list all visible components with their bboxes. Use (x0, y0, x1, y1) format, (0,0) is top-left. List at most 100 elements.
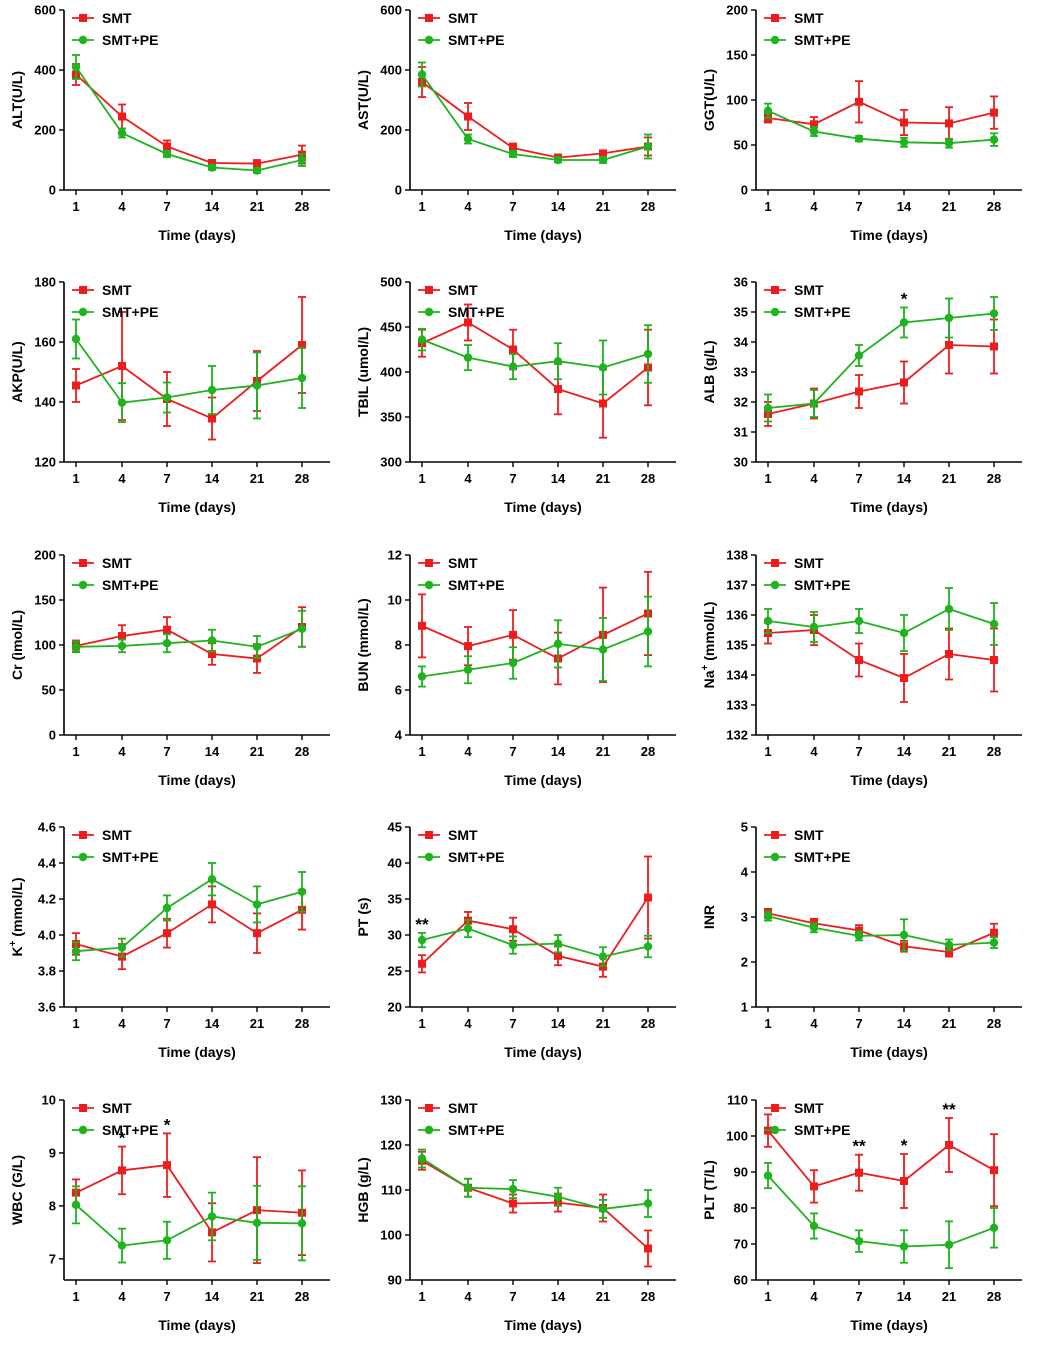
legend-label: SMT+PE (448, 304, 504, 320)
data-point-smt (810, 1182, 818, 1191)
legend-marker (425, 1104, 433, 1112)
y-tick-label: 200 (726, 3, 748, 18)
data-point-smt-pe (854, 931, 864, 941)
data-point-smt (118, 632, 126, 640)
chart-panel-pt-s: 20 25 30 35 40 45 1 4 7 14 21 28 Time (days) PT (s) **… (346, 817, 691, 1092)
legend-item-smt-pe: SMT+PE (418, 577, 504, 593)
y-tick-label: 100 (380, 1228, 402, 1243)
y-axis-title: WBC (G/L) (9, 1155, 25, 1225)
x-tick-label: 4 (118, 1016, 126, 1031)
series-line-smt-pe (767, 312, 995, 409)
x-axis-title: Time (days) (850, 227, 928, 243)
x-tick-label: 1 (764, 1016, 771, 1031)
data-point-smt (990, 656, 998, 664)
legend-marker (425, 14, 433, 22)
y-tick-label: 100 (34, 638, 56, 653)
data-point-smt-pe (417, 335, 427, 344)
legend-item-smt-pe: SMT+PE (418, 32, 504, 48)
y-tick-label: 110 (381, 1183, 402, 1198)
data-point-smt-pe (162, 393, 172, 402)
data-point-smt-pe (297, 155, 307, 165)
data-point-smt-pe (508, 149, 518, 159)
x-tick-label: 7 (163, 1016, 170, 1031)
x-tick-label: 21 (250, 1016, 264, 1031)
series-line-smt (75, 344, 303, 420)
legend-item-smt-pe: SMT+PE (72, 577, 158, 593)
y-tick-label: 10 (42, 1093, 56, 1108)
significance-mark: ** (415, 915, 429, 934)
x-axis-title: Time (days) (158, 1044, 236, 1060)
y-tick-label: 0 (49, 183, 56, 198)
data-point-smt-pe (162, 639, 172, 648)
x-axis-title: Time (days) (158, 227, 236, 243)
legend-item-smt-pe: SMT+PE (764, 1122, 850, 1138)
y-tick-label: 0 (49, 728, 56, 743)
y-tick-label: 450 (380, 320, 402, 335)
y-tick-label: 70 (734, 1237, 748, 1252)
legend-item-smt: SMT (72, 10, 132, 26)
x-tick-label: 4 (810, 471, 818, 486)
x-tick-label: 14 (551, 471, 566, 486)
x-tick-label: 21 (942, 1016, 956, 1031)
data-point-smt-pe (899, 628, 909, 638)
y-axis-title: HGB (g/L) (355, 1157, 371, 1222)
series-line-smt-pe (421, 1157, 649, 1210)
chart-panel-bun-mmol-l: 4 6 8 10 12 1 4 7 14 21 28 Time (days) BUN (mmol/L) S… (346, 545, 691, 820)
data-point-smt (208, 159, 216, 167)
data-point-smt (464, 642, 472, 651)
x-tick-label: 21 (942, 471, 956, 486)
x-tick-label: 28 (295, 1289, 309, 1304)
x-tick-label: 14 (551, 744, 566, 759)
data-point-smt (990, 342, 998, 351)
legend-label: SMT (794, 555, 824, 571)
data-point-smt-pe (598, 363, 608, 372)
series-line-smt (75, 73, 303, 165)
x-tick-label: 7 (855, 744, 862, 759)
data-point-smt (855, 656, 863, 664)
legend-marker (424, 35, 434, 45)
data-point-smt (900, 1177, 908, 1185)
x-tick-label: 28 (295, 1016, 309, 1031)
significance-mark: * (164, 1115, 171, 1134)
chart-panel-ggt-u-l: 0 50 100 150 200 1 4 7 14 21 28 Time (days) GGT(U/L)… (692, 0, 1037, 275)
data-point-smt-pe (207, 636, 217, 645)
data-point-smt-pe (71, 947, 81, 956)
x-axis-title: Time (days) (850, 1317, 928, 1333)
legend-item-smt: SMT (418, 282, 478, 298)
y-tick-label: 45 (388, 820, 402, 835)
data-point-smt (855, 1168, 863, 1177)
data-point-smt-pe (598, 952, 608, 961)
data-point-smt (945, 1141, 953, 1149)
data-point-smt-pe (809, 399, 819, 408)
x-tick-label: 14 (205, 199, 220, 214)
data-point-smt-pe (643, 142, 653, 151)
y-tick-label: 50 (42, 683, 56, 698)
x-axis-title: Time (days) (158, 1317, 236, 1333)
y-axis-title: TBIL (umol/L) (355, 327, 371, 417)
legend-marker (424, 852, 434, 862)
x-tick-label: 28 (987, 1016, 1001, 1031)
x-tick-label: 1 (72, 744, 79, 759)
legend-marker (79, 286, 87, 294)
legend-item-smt: SMT (764, 282, 824, 298)
y-tick-label: 138 (726, 548, 748, 563)
x-tick-label: 21 (596, 1016, 610, 1031)
y-tick-label: 135 (726, 638, 748, 653)
y-tick-label: 7 (49, 1251, 56, 1266)
legend-marker (770, 307, 780, 317)
data-point-smt-pe (297, 624, 307, 633)
y-tick-label: 120 (34, 455, 56, 470)
data-point-smt-pe (598, 155, 608, 165)
data-point-smt (118, 112, 126, 121)
series-line-smt-pe (75, 66, 303, 172)
series-line-smt-pe (75, 627, 303, 648)
y-tick-label: 134 (726, 668, 748, 683)
x-tick-label: 21 (250, 199, 264, 214)
y-tick-label: 6 (395, 683, 402, 698)
data-point-smt-pe (508, 658, 518, 668)
legend-label: SMT (448, 555, 478, 571)
y-tick-label: 132 (726, 728, 748, 743)
legend-marker (771, 831, 779, 839)
